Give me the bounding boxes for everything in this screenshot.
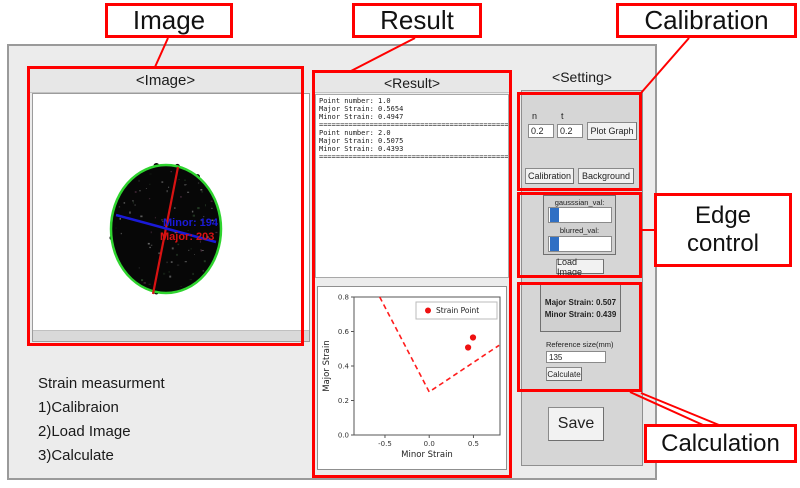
edge-control-callout-label: Edge control [654,193,792,267]
svg-text:0.2: 0.2 [338,397,349,405]
major-strain-readout: Major Strain: 0.507 [544,297,617,307]
instructions-text: Strain measurment 1)Calibraion 2)Load Im… [38,372,165,468]
major-axis-line [151,166,180,295]
forming-limit-curve [378,296,500,394]
n-label: n [532,111,538,121]
image-callout-label: Image [105,3,233,38]
reference-size-input[interactable] [546,351,606,363]
strain-chart: -0.5 0.0 0.5 0.0 0.2 0.4 0.6 0.8 Minor Strain Maj… [322,294,501,460]
minor-strain-readout: Minor Strain: 0.439 [544,309,617,319]
t-input[interactable] [557,124,583,138]
gaussian-val-label: gausssian_val: [554,198,605,207]
blurred-val-label: blurred_val: [559,226,600,235]
chart-ylabel: Major Strain [322,340,332,391]
result-text-area[interactable]: Point number: 1.0 Major Strain: 0.5654 M… [315,94,509,278]
settings-panel [521,90,643,466]
svg-text:-0.5: -0.5 [378,440,392,448]
calculation-group: Major Strain: 0.507 Minor Strain: 0.439 … [517,282,642,392]
svg-text:0.0: 0.0 [338,432,349,440]
calibration-callout-label: Calibration [616,3,797,38]
image-section-header: <Image> [29,68,302,93]
strain-readout-box: Major Strain: 0.507 Minor Strain: 0.439 [540,284,621,332]
plot-graph-button[interactable]: Plot Graph [587,122,637,140]
svg-text:0.8: 0.8 [338,294,349,302]
calculate-button[interactable]: Calculate [546,367,582,381]
specimen-image-canvas: Minor: 194 Major: 203 [32,93,310,342]
n-input[interactable] [528,124,554,138]
specimen-ellipse-drawing: Minor: 194 Major: 203 [109,163,223,295]
instructions-line: 3)Calculate [38,447,114,464]
instructions-line: 1)Calibraion [38,399,119,416]
chart-axes-frame [353,296,501,436]
chart-legend-box [415,301,498,320]
instructions-line: 2)Load Image [38,423,131,440]
svg-text:0.4: 0.4 [338,363,350,371]
calculation-callout-label: Calculation [644,424,797,463]
minor-axis-line [115,213,217,244]
result-section-header: <Result> [314,72,510,93]
specimen-speckles [115,171,218,287]
calibration-button[interactable]: Calibration [525,168,574,184]
instructions-line: Strain measurment [38,375,165,392]
slider-box: gausssian_val: blurred_val: [543,195,616,255]
fitted-ellipse-outline [109,163,223,295]
strain-data-point [465,344,472,351]
reference-size-label: Reference size(mm) [546,340,614,349]
calibration-group: n t Plot Graph Calibration Background [517,92,642,191]
save-button[interactable]: Save [548,407,604,441]
edge-control-group: gausssian_val: blurred_val: Load Image [517,192,642,278]
gaussian-slider[interactable] [548,207,612,223]
setting-section-header: <Setting> [552,69,612,85]
image-canvas-bottom-strip [33,330,309,341]
svg-text:0.0: 0.0 [424,440,435,448]
result-callout-label: Result [352,3,482,38]
blurred-slider-handle[interactable] [550,237,559,251]
load-image-button[interactable]: Load Image [556,257,604,277]
minor-axis-value-label: Minor: 194 [163,217,219,229]
svg-text:0.6: 0.6 [338,328,350,336]
chart-xlabel: Minor Strain [401,450,453,460]
strain-data-point [469,334,477,341]
blurred-slider[interactable] [548,236,612,252]
strain-point-marker [425,307,431,314]
major-axis-value-label: Major: 203 [160,231,214,243]
strain-plot-figure: -0.5 0.0 0.5 0.0 0.2 0.4 0.6 0.8 Minor Strain Maj… [317,286,507,470]
t-label: t [561,111,564,121]
background-button[interactable]: Background [578,168,634,184]
svg-text:0.5: 0.5 [468,440,479,448]
chart-legend-label: Strain Point [436,306,479,315]
gaussian-slider-handle[interactable] [550,208,559,222]
